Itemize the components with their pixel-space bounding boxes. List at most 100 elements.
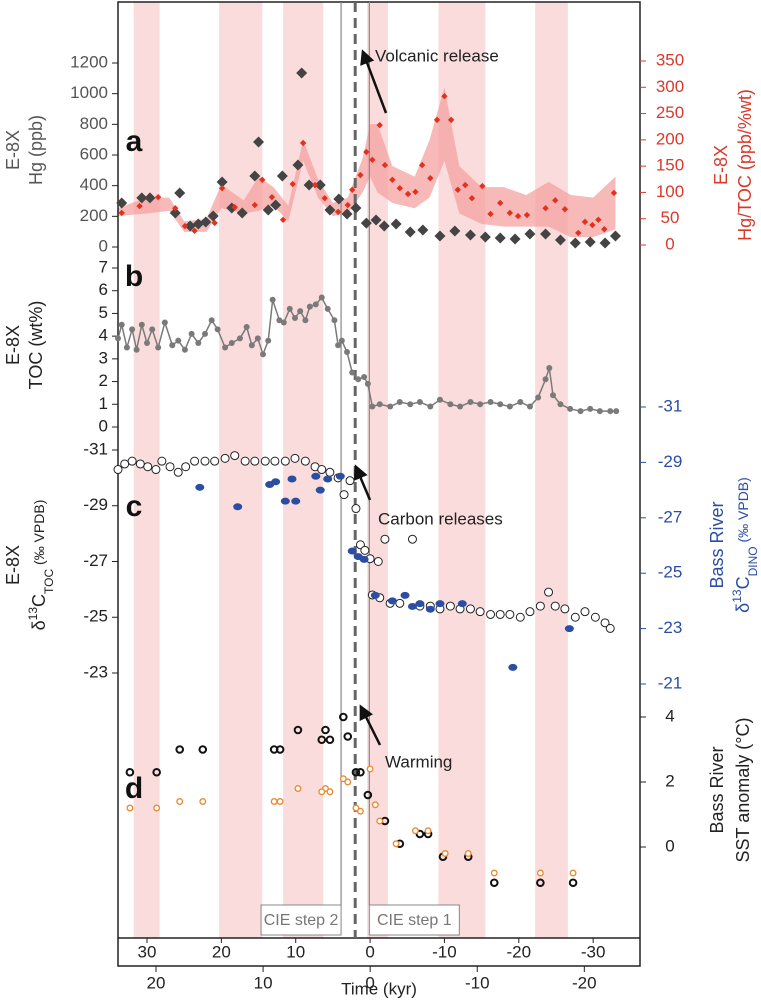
data-point	[300, 456, 310, 466]
x-tick-label: 0	[365, 942, 374, 961]
data-point	[381, 161, 389, 169]
data-point	[292, 159, 304, 171]
data-point	[175, 337, 182, 344]
axis-label: E-8X	[3, 130, 23, 170]
data-point	[286, 305, 293, 312]
data-point	[396, 399, 403, 406]
data-point	[249, 170, 261, 182]
data-point	[535, 394, 542, 401]
data-point	[233, 503, 243, 511]
data-point	[270, 798, 278, 805]
y2-tick-label: -27	[658, 507, 683, 526]
axis-label: δ13CTOC (‰ VPDB)	[26, 500, 56, 631]
data-point	[228, 339, 235, 346]
data-point	[535, 601, 545, 611]
data-point	[210, 456, 220, 466]
x-tick-label: -30	[581, 942, 606, 961]
axis-label-part: C	[29, 594, 49, 607]
data-point	[433, 116, 441, 124]
data-point	[380, 534, 390, 544]
y2-tick-label: -31	[658, 396, 683, 415]
data-point	[138, 321, 145, 328]
data-point	[290, 453, 300, 463]
data-point	[321, 725, 330, 735]
data-point	[149, 326, 156, 333]
y-tick-label: 200	[80, 206, 108, 225]
data-point	[415, 829, 425, 839]
x-tick-label: 20	[212, 942, 231, 961]
data-point	[497, 199, 504, 207]
data-point	[211, 219, 218, 227]
y-tick-label: 5	[99, 303, 108, 322]
y-tick-label: 1200	[70, 52, 108, 71]
data-point	[352, 804, 360, 812]
data-point	[276, 798, 284, 805]
y-tick-label: 7	[99, 257, 108, 276]
data-point	[190, 456, 200, 466]
data-point	[188, 330, 195, 337]
axis-label-part: δ	[733, 603, 753, 613]
data-point	[544, 587, 554, 597]
shaded-interval	[535, 2, 568, 938]
data-point	[506, 209, 514, 217]
y-tick-label: -25	[83, 607, 108, 626]
data-point	[536, 869, 544, 877]
data-point	[325, 467, 335, 477]
data-point	[567, 405, 574, 412]
data-point	[260, 351, 266, 358]
data-point	[341, 208, 353, 220]
data-point	[475, 607, 485, 617]
data-point	[508, 663, 518, 671]
y-tick-label: 2	[99, 371, 108, 390]
data-point	[254, 335, 261, 342]
data-point	[407, 401, 414, 408]
data-point	[157, 456, 167, 466]
data-point	[536, 878, 545, 888]
data-point	[376, 121, 383, 129]
y-tick-label: -29	[83, 495, 108, 514]
data-point	[392, 840, 400, 848]
data-point	[390, 218, 402, 230]
axis-label-part: TOC	[42, 569, 56, 594]
y-tick-label: 0	[99, 416, 108, 435]
data-point	[467, 399, 474, 406]
step-box	[368, 904, 460, 936]
data-point	[435, 600, 445, 608]
data-point	[335, 342, 342, 349]
data-point	[568, 878, 578, 888]
data-point	[607, 408, 614, 415]
data-point	[125, 767, 135, 777]
data-point	[243, 324, 250, 331]
y-tick-label: 3	[99, 348, 108, 367]
data-point	[387, 597, 397, 605]
data-point	[230, 451, 240, 461]
data-point	[181, 462, 191, 472]
data-point	[169, 342, 176, 349]
data-point	[509, 233, 521, 245]
data-point	[525, 607, 535, 617]
axis-label: Bass River	[707, 746, 727, 833]
data-point	[395, 598, 405, 608]
data-point	[542, 205, 549, 212]
data-point	[129, 326, 136, 333]
data-point	[299, 139, 307, 147]
data-point	[561, 206, 569, 213]
y-tick-label: 400	[80, 175, 108, 194]
data-point	[351, 504, 361, 514]
x2-tick-label: 0	[365, 973, 374, 992]
axis-label-part: 13	[26, 607, 40, 621]
data-point	[550, 392, 556, 399]
data-point	[324, 204, 336, 216]
data-point	[293, 725, 303, 735]
y2-tick-label: 300	[656, 77, 684, 96]
data-point	[361, 374, 368, 381]
data-point	[427, 403, 434, 410]
data-point	[127, 456, 137, 466]
data-point	[581, 218, 589, 226]
y2-tick-label: 350	[656, 50, 684, 69]
data-point	[468, 195, 476, 202]
data-point	[135, 459, 145, 469]
data-point	[345, 476, 355, 486]
data-point	[490, 869, 498, 877]
